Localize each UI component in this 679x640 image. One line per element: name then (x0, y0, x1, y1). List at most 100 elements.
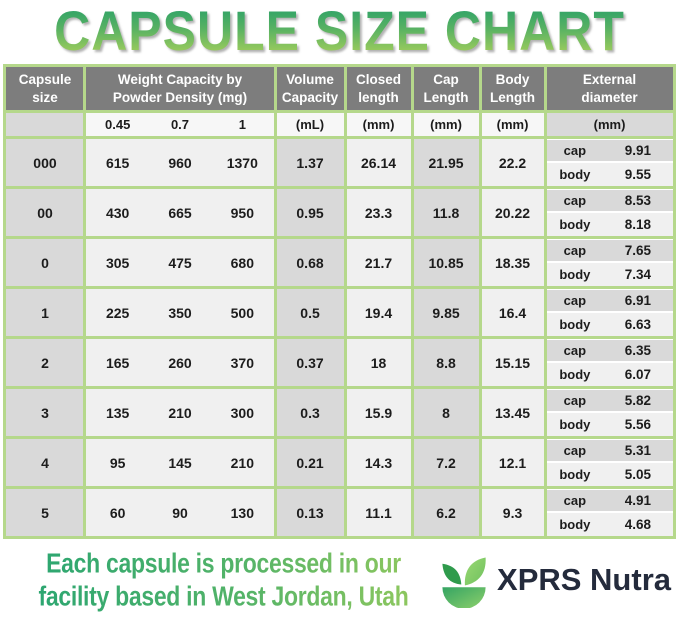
cell-volume-capacity: 0.5 (273, 286, 347, 339)
external-cap-label: cap (563, 442, 587, 458)
external-cap-value: 9.91 (624, 142, 651, 158)
cell-weight-group: 430 665 950 (83, 186, 277, 239)
cell-weight-group: 95 145 210 (83, 436, 277, 489)
cell-cap-length: 9.85 (410, 286, 482, 339)
external-body-label: body (559, 466, 591, 482)
cell-capsule-size: 1 (3, 286, 87, 339)
cell-volume-capacity: 0.13 (273, 486, 347, 539)
cell-closed-length: 14.3 (343, 436, 414, 489)
external-cap-value: 8.53 (624, 192, 651, 208)
cell-volume-capacity: 0.95 (273, 186, 347, 239)
external-body-value: 6.63 (624, 316, 651, 332)
cell-weight-value: 260 (168, 354, 192, 371)
cell-cap-length: 11.8 (410, 186, 482, 239)
col-header-capsule-size-label: Capsule size (18, 71, 72, 105)
table-row: 0 305 475 680 0.68 21.7 10.85 18.35 cap 7.65 body 7… (3, 236, 676, 289)
cell-external-diameter: cap 6.35 body 6.07 (543, 336, 676, 389)
cell-capsule-size: 5 (3, 486, 87, 539)
subheader-empty-cell (3, 110, 87, 139)
external-cap-value: 5.31 (624, 442, 651, 458)
cell-closed-length: 19.4 (343, 286, 414, 339)
external-cap-label: cap (563, 342, 587, 358)
table-row: 000 615 960 1370 1.37 26.14 21.95 22.2 cap 9.91 bo… (3, 136, 676, 189)
external-body-value: 6.07 (624, 366, 651, 382)
external-cap-row: cap 5.31 (548, 440, 672, 463)
cell-weight-value: 950 (230, 204, 254, 221)
external-body-value: 5.56 (624, 416, 651, 432)
cell-cap-length: 10.85 (410, 236, 482, 289)
col-header-closed-length-label: Closed length (356, 71, 402, 105)
cell-volume-capacity: 1.37 (273, 136, 347, 189)
external-body-value: 8.18 (624, 216, 651, 232)
subheader-cap-unit: (mm) (410, 110, 482, 139)
cell-weight-value: 130 (230, 504, 254, 521)
cell-closed-length: 18 (343, 336, 414, 389)
col-header-external-diameter-label: External diameter (581, 71, 638, 105)
external-body-label: body (559, 516, 591, 532)
col-header-weight-capacity-label: Weight Capacity by Powder Density (mg) (112, 71, 248, 105)
cell-cap-length: 8 (410, 386, 482, 439)
cell-body-length: 9.3 (478, 486, 547, 539)
cell-capsule-size: 4 (3, 436, 87, 489)
cell-weight-group: 165 260 370 (83, 336, 277, 389)
external-body-row: body 7.34 (548, 262, 672, 285)
cell-body-length: 20.22 (478, 186, 547, 239)
cell-capsule-size: 00 (3, 186, 87, 239)
cell-volume-capacity: 0.37 (273, 336, 347, 389)
page-title: CAPSULE SIZE CHART (54, 0, 625, 63)
external-body-row: body 6.63 (548, 312, 672, 335)
col-header-body-length-label: Body Length (490, 71, 536, 105)
cell-cap-length: 7.2 (410, 436, 482, 489)
col-header-closed-length: Closed length (343, 64, 414, 113)
cell-weight-value: 165 (105, 354, 130, 371)
external-cap-label: cap (563, 292, 587, 308)
subheader-closed-unit: (mm) (343, 110, 414, 139)
cell-weight-value: 370 (230, 354, 254, 371)
external-cap-value: 6.35 (624, 342, 651, 358)
cell-weight-value: 145 (168, 454, 192, 471)
external-cap-row: cap 9.91 (548, 140, 672, 163)
external-body-row: body 5.56 (548, 412, 672, 435)
external-body-label: body (559, 166, 591, 182)
cell-weight-value: 665 (168, 204, 192, 221)
cell-capsule-size: 3 (3, 386, 87, 439)
external-cap-value: 5.82 (624, 392, 651, 408)
cell-volume-capacity: 0.68 (273, 236, 347, 289)
external-body-row: body 9.55 (548, 162, 672, 185)
cell-capsule-size: 2 (3, 336, 87, 389)
cell-cap-length: 21.95 (410, 136, 482, 189)
external-body-row: body 5.05 (548, 462, 672, 485)
cell-weight-value: 225 (105, 304, 130, 321)
external-cap-row: cap 6.91 (548, 290, 672, 313)
cell-weight-group: 225 350 500 (83, 286, 277, 339)
density-value: 0.7 (170, 117, 190, 132)
table-row: 2 165 260 370 0.37 18 8.8 15.15 cap 6.35 body 6.07 (3, 336, 676, 389)
density-value: 0.45 (105, 117, 131, 132)
external-body-value: 9.55 (624, 166, 651, 182)
facility-note-line2: facility based in West Jordan, Utah (38, 580, 409, 612)
external-body-label: body (559, 366, 591, 382)
external-cap-value: 7.65 (624, 242, 651, 258)
external-cap-row: cap 4.91 (548, 490, 672, 513)
external-cap-row: cap 6.35 (548, 340, 672, 363)
col-header-weight-capacity: Weight Capacity by Powder Density (mg) (83, 64, 277, 113)
capsule-size-table: Capsule size Weight Capacity by Powder D… (3, 64, 676, 539)
table-row: 5 60 90 130 0.13 11.1 6.2 9.3 cap 4.91 body 4.68 (3, 486, 676, 539)
external-cap-label: cap (563, 142, 587, 158)
density-value: 1 (238, 117, 246, 132)
table-units-row: 0.45 0.7 1 (mL) (mm) (mm) (mm) (mm) (3, 110, 676, 139)
subheader-volume-unit: (mL) (273, 110, 347, 139)
cell-cap-length: 8.8 (410, 336, 482, 389)
table-row: 00 430 665 950 0.95 23.3 11.8 20.22 cap 8.53 body 8… (3, 186, 676, 239)
cell-body-length: 18.35 (478, 236, 547, 289)
cell-volume-capacity: 0.3 (273, 386, 347, 439)
cell-volume-capacity: 0.21 (273, 436, 347, 489)
table-row: 4 95 145 210 0.21 14.3 7.2 12.1 cap 5.31 body 5.05 (3, 436, 676, 489)
cell-capsule-size: 0 (3, 236, 87, 289)
leaf-bowl-icon (442, 557, 486, 608)
cell-body-length: 12.1 (478, 436, 547, 489)
brand-logo: XPRS Nutra (437, 552, 673, 608)
subheader-external-unit: (mm) (543, 110, 676, 139)
cell-weight-group: 135 210 300 (83, 386, 277, 439)
cell-weight-group: 305 475 680 (83, 236, 277, 289)
